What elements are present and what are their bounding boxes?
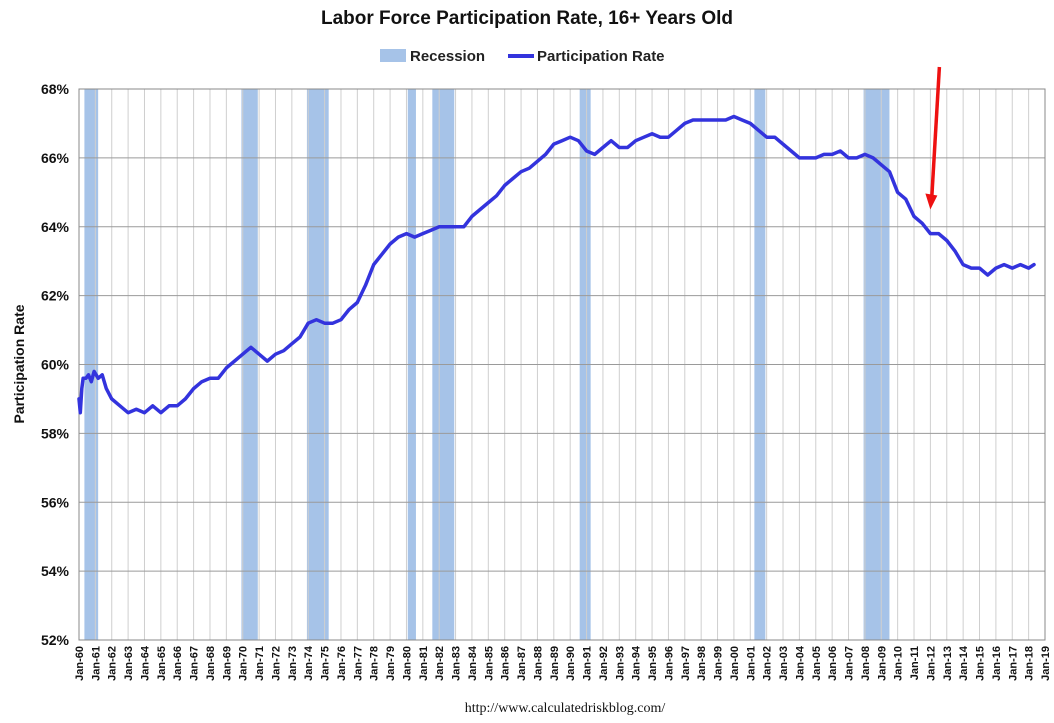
x-tick-label: Jan-96	[663, 646, 675, 681]
x-tick-label: Jan-80	[402, 646, 414, 681]
x-tick-label: Jan-02	[762, 646, 774, 681]
x-tick-label: Jan-12	[925, 646, 937, 681]
x-tick-label: Jan-13	[942, 646, 954, 681]
x-tick-label: Jan-60	[74, 646, 86, 681]
x-tick-label: Jan-73	[287, 646, 299, 681]
x-tick-label: Jan-99	[713, 646, 725, 681]
x-tick-label: Jan-07	[844, 646, 856, 681]
x-tick-label: Jan-62	[107, 646, 119, 681]
x-tick-label: Jan-17	[1007, 646, 1019, 681]
legend: Recession Participation Rate	[380, 48, 665, 65]
x-tick-label: Jan-71	[254, 646, 266, 681]
x-tick-label: Jan-61	[90, 646, 102, 681]
y-tick-label: 62%	[41, 288, 70, 304]
y-tick-label: 66%	[41, 150, 70, 166]
x-tick-label: Jan-90	[565, 646, 577, 681]
x-tick-label: Jan-98	[696, 646, 708, 681]
x-tick-label: Jan-91	[582, 646, 594, 681]
y-axis-ticks: 52% 54% 56% 58% 60% 62% 64% 66% 68%	[41, 81, 70, 648]
x-tick-label: Jan-72	[271, 646, 283, 681]
x-tick-label: Jan-11	[909, 646, 921, 680]
annotation-arrow-shaft	[930, 66, 942, 196]
series-line-participation-rate	[77, 114, 1036, 415]
x-tick-label: Jan-00	[729, 646, 741, 681]
x-tick-label: Jan-15	[975, 646, 987, 681]
series-layer	[77, 114, 1036, 415]
legend-recession-label: Recession	[410, 48, 485, 65]
legend-participation-label: Participation Rate	[537, 48, 665, 65]
x-tick-label: Jan-18	[1024, 646, 1036, 681]
x-tick-label: Jan-82	[434, 646, 446, 681]
x-tick-label: Jan-09	[876, 646, 888, 681]
x-tick-label: Jan-78	[369, 646, 381, 681]
annotation-arrow-head	[925, 193, 938, 210]
x-tick-label: Jan-06	[827, 646, 839, 681]
x-tick-label: Jan-86	[500, 646, 512, 681]
x-tick-label: Jan-70	[238, 646, 250, 681]
y-tick-label: 60%	[41, 357, 70, 373]
x-tick-label: Jan-67	[189, 646, 201, 681]
legend-recession-swatch	[380, 49, 406, 62]
x-axis-ticks: Jan-60 Jan-61 Jan-62 Jan-63 Jan-64 Jan-65 Jan-…	[74, 645, 1052, 681]
y-tick-label: 64%	[41, 219, 70, 235]
x-tick-label: Jan-85	[483, 646, 495, 681]
x-tick-label: Jan-14	[958, 645, 970, 681]
x-tick-label: Jan-05	[811, 646, 823, 681]
x-tick-label: Jan-63	[123, 646, 135, 681]
x-tick-label: Jan-77	[352, 646, 364, 681]
x-tick-label: Jan-87	[516, 646, 528, 681]
x-tick-label: Jan-69	[221, 646, 233, 681]
x-tick-label: Jan-76	[336, 646, 348, 681]
x-tick-label: Jan-84	[467, 645, 479, 681]
x-tick-label: Jan-03	[778, 646, 790, 681]
x-tick-label: Jan-81	[418, 646, 430, 681]
y-tick-label: 54%	[41, 563, 70, 579]
source-url: http://www.calculatedriskblog.com/	[465, 701, 666, 716]
x-tick-label: Jan-08	[860, 646, 872, 681]
y-tick-label: 56%	[41, 494, 70, 510]
x-tick-label: Jan-75	[320, 646, 332, 681]
x-tick-label: Jan-65	[156, 646, 168, 681]
x-tick-label: Jan-68	[205, 646, 217, 681]
chart-title: Labor Force Participation Rate, 16+ Year…	[321, 8, 733, 29]
x-tick-label: Jan-89	[549, 646, 561, 681]
y-tick-label: 68%	[41, 81, 70, 97]
y-tick-label: 52%	[41, 632, 70, 648]
x-tick-label: Jan-92	[598, 646, 610, 681]
annotation-layer	[925, 66, 942, 210]
x-tick-label: Jan-79	[385, 646, 397, 681]
x-tick-label: Jan-64	[140, 645, 152, 681]
x-tick-label: Jan-93	[614, 646, 626, 681]
gridlines	[78, 88, 1046, 641]
x-tick-label: Jan-74	[303, 645, 315, 681]
y-axis-title: Participation Rate	[11, 304, 27, 423]
x-tick-label: Jan-83	[451, 646, 463, 681]
x-tick-label: Jan-66	[172, 646, 184, 681]
plot-area-frame	[78, 88, 1046, 641]
x-tick-label: Jan-10	[893, 646, 905, 681]
x-tick-label: Jan-19	[1040, 646, 1052, 681]
x-tick-label: Jan-95	[647, 646, 659, 681]
x-tick-label: Jan-04	[794, 645, 806, 681]
x-tick-label: Jan-94	[631, 645, 643, 681]
x-tick-label: Jan-01	[745, 646, 757, 681]
x-tick-label: Jan-88	[532, 646, 544, 681]
y-tick-label: 58%	[41, 425, 70, 441]
x-tick-label: Jan-16	[991, 646, 1003, 681]
x-tick-label: Jan-97	[680, 646, 692, 681]
